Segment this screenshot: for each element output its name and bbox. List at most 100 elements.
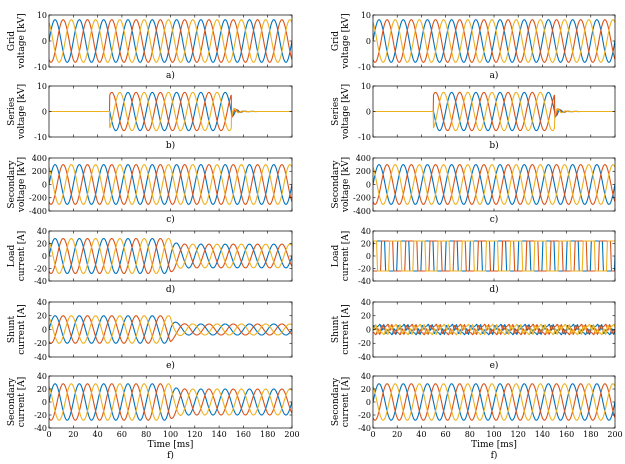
panel-left-4: -40 -20 0 20 40 Shuntcurrent [A] e) (7, 298, 293, 371)
x-tick-label: 80 (141, 430, 151, 439)
y-tick-label: 0 (42, 107, 47, 116)
y-tick-label: -40 (34, 424, 47, 433)
y-tick-label: 0 (366, 398, 371, 407)
subfigure-label: a) (166, 70, 175, 81)
series-line-phase-1 (373, 19, 615, 63)
x-tick-label: 40 (416, 430, 426, 439)
y-tick-label: 20 (37, 312, 47, 321)
series-line-phase-3 (49, 315, 292, 344)
subfigure-label: d) (166, 284, 175, 295)
x-tick-label: 180 (583, 430, 598, 439)
series-line-phase-2 (49, 383, 292, 421)
y-axis-label: Shuntcurrent [A] (331, 304, 351, 355)
series-line-phase-3 (373, 164, 615, 205)
x-tick-label: 180 (260, 430, 275, 439)
y-axis-label: Shuntcurrent [A] (7, 304, 27, 355)
subfigure-label: c) (490, 214, 499, 225)
y-tick-label: 40 (361, 298, 371, 307)
y-tick-label: 20 (361, 239, 371, 248)
y-tick-label: -10 (34, 133, 47, 142)
series-line-phase-3 (49, 91, 292, 132)
panel-left-2: -400 -200 0 200 400 Secondaryvoltage [kV] c) (7, 154, 293, 225)
x-tick-label: 120 (511, 430, 526, 439)
y-tick-label: 0 (42, 252, 47, 261)
y-tick-label: 200 (356, 167, 371, 176)
series-line-phase-1 (49, 237, 292, 275)
y-tick-label: -40 (34, 353, 47, 362)
y-axis-label: Secondarycurrent [A] (331, 377, 351, 428)
y-tick-label: -20 (358, 339, 371, 348)
y-tick-label: 20 (361, 385, 371, 394)
y-axis-label: Loadcurrent [A] (7, 231, 27, 282)
y-tick-label: -400 (29, 207, 47, 216)
y-tick-label: 10 (37, 82, 47, 91)
y-tick-label: 0 (42, 180, 47, 189)
y-axis-label: Secondarycurrent [A] (7, 377, 27, 428)
y-tick-label: -40 (34, 277, 47, 286)
x-axis-label: Time [ms] (148, 440, 194, 450)
y-tick-label: 40 (37, 298, 47, 307)
panel-left-1: -10 0 10 Seriesvoltage [kV] b) (7, 82, 293, 151)
y-axis-label: Loadcurrent [A] (331, 231, 351, 282)
y-tick-label: 400 (32, 154, 47, 163)
series-line-phase-1 (49, 383, 292, 421)
x-tick-label: 0 (46, 430, 51, 439)
y-tick-label: 0 (42, 325, 47, 334)
y-tick-label: -10 (358, 63, 371, 72)
x-tick-label: 80 (465, 430, 475, 439)
series-line-phase-3 (373, 323, 615, 336)
y-tick-label: -200 (353, 194, 371, 203)
y-tick-label: 0 (366, 107, 371, 116)
subfigure-label: e) (490, 360, 499, 371)
y-tick-label: -20 (358, 411, 371, 420)
y-tick-label: 0 (366, 180, 371, 189)
x-tick-label: 40 (93, 430, 103, 439)
y-axis-label: Seriesvoltage [kV] (331, 84, 351, 140)
series-line-phase-2 (373, 383, 615, 421)
subfigure-label: b) (489, 140, 498, 151)
series-line-phase-3 (49, 19, 292, 63)
panel-left-3: -40 -20 0 20 40 Loadcurrent [A] d) (7, 227, 293, 295)
x-tick-label: 200 (284, 430, 299, 439)
y-tick-label: -40 (358, 424, 371, 433)
y-tick-label: -200 (29, 194, 47, 203)
series-line-phase-1 (49, 19, 292, 63)
y-tick-label: -10 (34, 63, 47, 72)
y-tick-label: -20 (358, 264, 371, 273)
subfigure-label: a) (490, 70, 499, 81)
y-tick-label: -40 (358, 353, 371, 362)
y-axis-label: Secondaryvoltage [kV] (7, 157, 27, 213)
x-tick-label: 20 (392, 430, 402, 439)
series-line-phase-3 (49, 164, 292, 205)
x-tick-label: 160 (236, 430, 251, 439)
y-tick-label: -20 (34, 411, 47, 420)
subfigure-label: b) (166, 140, 175, 151)
x-tick-label: 60 (117, 430, 127, 439)
subfigure-label: f) (167, 450, 174, 461)
y-tick-label: 0 (366, 325, 371, 334)
y-tick-label: 20 (37, 239, 47, 248)
y-axis-label: Gridvoltage [kV] (7, 13, 27, 69)
series-line-phase-1 (373, 240, 615, 272)
subfigure-label: e) (166, 360, 175, 371)
x-tick-label: 60 (441, 430, 451, 439)
y-tick-label: -40 (358, 277, 371, 286)
y-tick-label: 200 (32, 167, 47, 176)
series-line-phase-1 (373, 383, 615, 421)
series-line-phase-1 (373, 164, 615, 205)
y-tick-label: 0 (42, 398, 47, 407)
x-tick-label: 100 (486, 430, 501, 439)
y-tick-label: -20 (34, 264, 47, 273)
y-tick-label: 0 (42, 37, 47, 46)
y-tick-label: 0 (366, 37, 371, 46)
panel-right-1: -10 0 10 Seriesvoltage [kV] b) (331, 82, 616, 151)
x-tick-label: 100 (163, 430, 178, 439)
x-tick-label: 140 (535, 430, 550, 439)
y-tick-label: 400 (356, 154, 371, 163)
y-tick-label: 20 (361, 312, 371, 321)
series-line-phase-3 (373, 240, 615, 272)
panel-right-0: -10 0 10 Gridvoltage [kV] a) (331, 11, 616, 81)
y-axis-label: Secondaryvoltage [kV] (331, 157, 351, 213)
subfigure-label: f) (491, 450, 498, 461)
